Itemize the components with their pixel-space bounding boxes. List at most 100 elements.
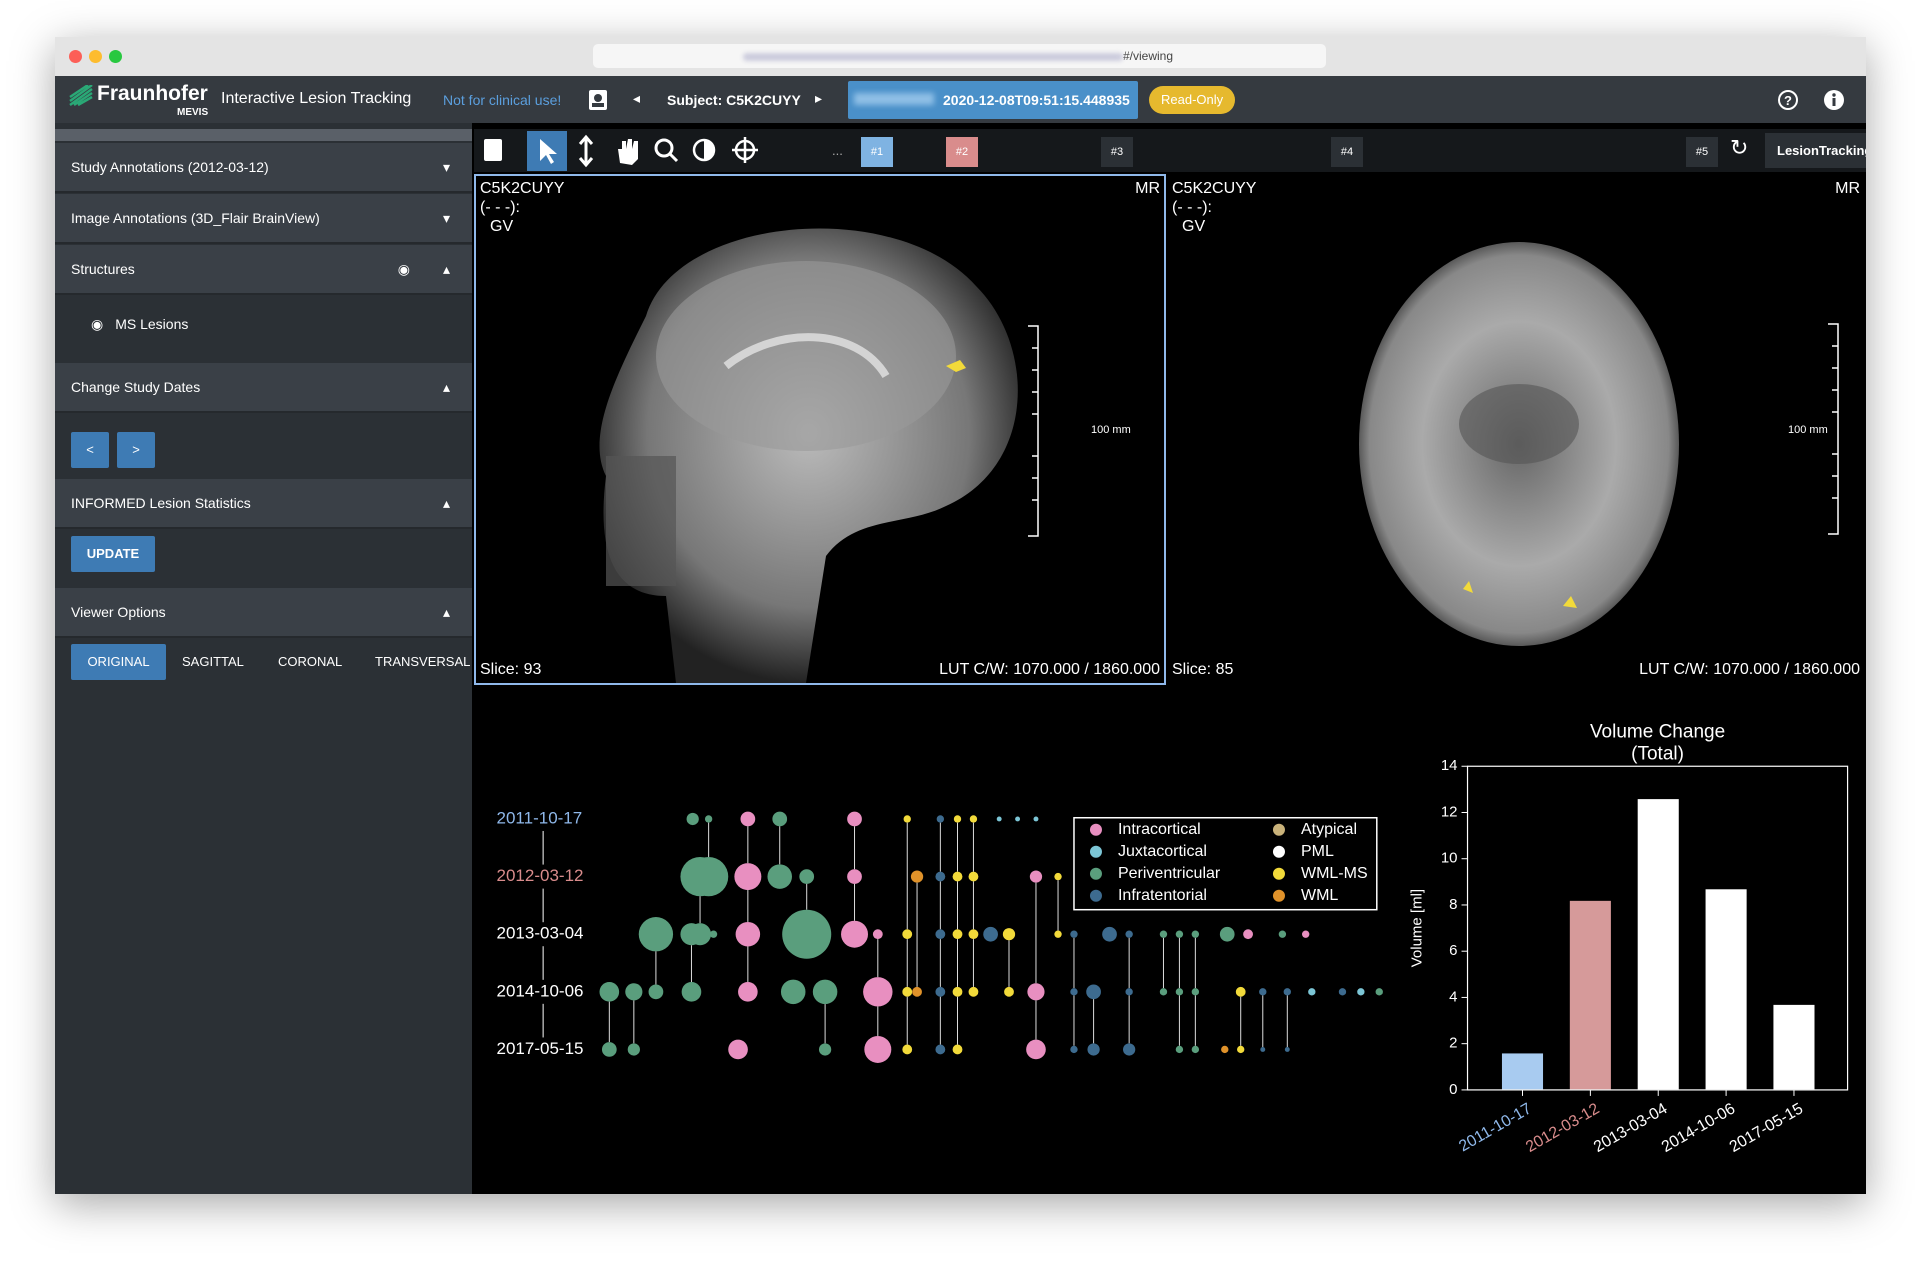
view-button[interactable]: TRANSVERSAL <box>375 654 471 669</box>
warning: Not for clinical use! <box>443 92 562 108</box>
legend-label: WML <box>1301 887 1338 904</box>
lesion-node <box>968 871 979 882</box>
lesion-node <box>704 815 713 823</box>
more-tools[interactable]: ... <box>832 143 843 158</box>
legend-label: WML-MS <box>1301 865 1368 882</box>
section-study-annotations[interactable]: Study Annotations (2012-03-12) ▾ <box>55 143 472 193</box>
y-tick-label: 6 <box>1449 942 1457 959</box>
lesion-node <box>935 1044 946 1055</box>
lesion-node <box>638 917 674 952</box>
lesion-node <box>1221 1045 1229 1054</box>
caret: ▴ <box>442 604 450 620</box>
view-label: GV <box>1182 218 1206 235</box>
eye-icon[interactable]: ◉ <box>397 261 410 277</box>
bar <box>1500 1052 1545 1091</box>
study-selector[interactable]: 2020-12-08T09:51:15.448935 <box>848 81 1138 119</box>
section-change-dates[interactable]: Change Study Dates ▴ <box>55 363 472 413</box>
close-button[interactable] <box>69 50 82 63</box>
section-image-annotations[interactable]: Image Annotations (3D_Flair BrainView) ▾ <box>55 194 472 244</box>
patient-icon[interactable] <box>588 88 608 110</box>
legend-marker <box>1272 823 1285 836</box>
legend-marker <box>1089 823 1102 836</box>
y-tick-label: 12 <box>1441 803 1458 820</box>
lesion-node <box>903 815 911 823</box>
section-viewer-options[interactable]: Viewer Options ▴ <box>55 588 472 638</box>
viewport-axial[interactable]: C5K2CUYY (- - -): GV MR 100 mm Slice: 85… <box>1168 174 1866 685</box>
lesion <box>1463 581 1577 608</box>
bar <box>1636 798 1680 1091</box>
app-header: Fraunhofer MEVIS Interactive Lesion Trac… <box>55 76 1866 123</box>
lesion-node <box>772 811 788 827</box>
lesion-node <box>625 983 643 1001</box>
pan-tool[interactable] <box>618 139 638 165</box>
lesion-node <box>767 864 792 889</box>
lesion-node <box>627 1043 640 1056</box>
zoom-tool[interactable] <box>654 138 674 158</box>
slot[interactable]: #3 <box>1101 137 1133 167</box>
toolbar-icons <box>484 131 758 171</box>
scale-label: 100 mm <box>1788 424 1828 436</box>
lesion-node <box>1191 1045 1200 1054</box>
layout-select[interactable]: LesionTracking ▾ <box>1765 133 1866 168</box>
address-bar[interactable]: #/viewing <box>593 44 1326 68</box>
view-button[interactable]: CORONAL <box>278 654 343 669</box>
lesion-node <box>1175 1045 1184 1054</box>
slot[interactable]: #2 <box>946 137 978 167</box>
lesion-node <box>1308 988 1316 996</box>
prev-subject[interactable]: ◂ <box>633 90 641 106</box>
help-icon[interactable]: ? <box>1777 89 1799 111</box>
viewport-sagittal[interactable]: C5K2CUYY (- - -): GV MR 100 mm Slice: 93… <box>474 174 1166 685</box>
slot[interactable]: #5 <box>1686 137 1718 167</box>
next-subject[interactable]: ▸ <box>815 90 823 106</box>
lesion-node <box>953 815 962 823</box>
section-statistics[interactable]: INFORMED Lesion Statistics ▴ <box>55 479 472 529</box>
lesion-node <box>902 986 913 997</box>
lesion-node <box>1004 986 1014 997</box>
date-label: 2013-03-04 <box>497 924 584 943</box>
lesion-node <box>799 869 815 884</box>
structure-item[interactable]: ◉ MS Lesions <box>91 316 189 332</box>
refresh-button[interactable]: ↻ <box>1730 135 1749 160</box>
lesion-node <box>1123 1043 1136 1056</box>
prev-date-button[interactable]: < <box>71 432 109 468</box>
slot[interactable]: #4 <box>1331 137 1363 167</box>
lesion-node <box>952 929 963 940</box>
legend-marker <box>1089 845 1102 858</box>
minimize-button[interactable] <box>89 50 102 63</box>
info-icon[interactable] <box>1823 89 1845 111</box>
scale-label: 100 mm <box>1091 424 1131 436</box>
lesion-node <box>1070 1045 1078 1054</box>
lesion-node <box>1070 930 1078 938</box>
lesion-node <box>1102 926 1117 942</box>
lesion-node <box>847 811 862 827</box>
pointer-icon <box>540 139 557 164</box>
maximize-button[interactable] <box>109 50 122 63</box>
lesion-node <box>680 923 703 946</box>
x-tick-label: 2012-03-12 <box>1523 1100 1602 1156</box>
lesion-node <box>936 815 945 823</box>
view-button[interactable]: SAGITTAL <box>182 654 244 669</box>
next-date-button[interactable]: > <box>117 432 155 468</box>
y-tick-label: 14 <box>1441 757 1458 774</box>
slot[interactable]: #1 <box>861 137 893 167</box>
caret: ▴ <box>442 261 450 277</box>
chart-title: Volume Change <box>1590 721 1725 742</box>
bar <box>1772 1003 1816 1091</box>
lesion-node <box>902 929 913 940</box>
layout-name: LesionTracking <box>1777 143 1866 158</box>
legend-label: Atypical <box>1301 821 1357 838</box>
view-button[interactable]: ORIGINAL <box>71 644 166 680</box>
lesion-node <box>734 863 762 891</box>
lesion-node <box>1259 988 1267 996</box>
lesion-node <box>1219 926 1235 942</box>
legend-label: Periventricular <box>1118 865 1221 882</box>
section-structures[interactable]: Structures ◉ ▴ <box>55 245 472 295</box>
scroll-tool[interactable] <box>578 134 594 168</box>
notes-icon[interactable] <box>484 139 502 161</box>
lesion-node <box>599 982 620 1002</box>
lesion-node <box>1159 988 1168 996</box>
lesion-node <box>863 977 893 1007</box>
lesion-node <box>780 979 806 1005</box>
section-title: Structures <box>71 261 135 277</box>
update-button[interactable]: UPDATE <box>71 536 155 572</box>
